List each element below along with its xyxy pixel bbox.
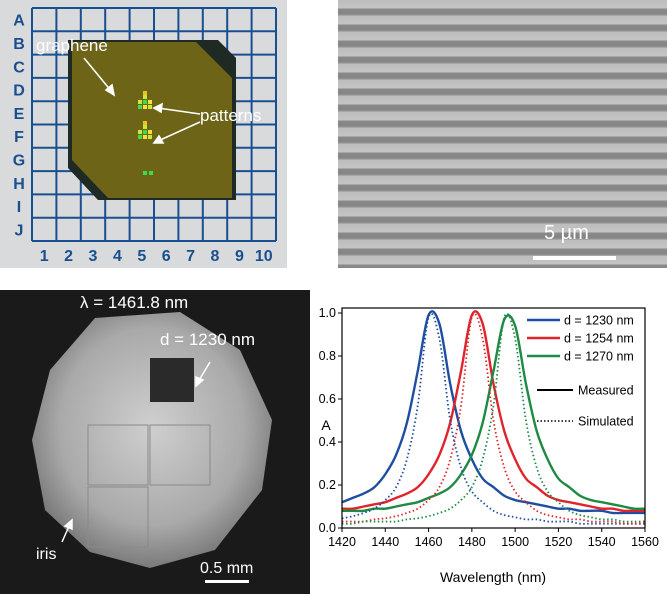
scale-bar-label: 5 µm: [544, 222, 589, 244]
series-line-measured-2: [341, 314, 646, 513]
pattern-cell: [143, 171, 147, 175]
series-line-measured-1: [341, 310, 645, 513]
arrows: [83, 57, 201, 144]
pattern-cell: [143, 135, 147, 139]
scale-bar: [205, 580, 249, 583]
col-label: 4: [113, 248, 122, 265]
y-tick-label: 0.8: [319, 349, 336, 363]
series-line-simulated-5: [341, 312, 645, 525]
x-tick-label: 1460: [415, 535, 443, 549]
pattern-cell: [148, 130, 152, 134]
pattern-cell: [143, 95, 147, 99]
y-tick-label: 1.0: [319, 306, 336, 320]
legend-label: Simulated: [578, 415, 634, 429]
pattern-cell: [148, 105, 152, 109]
scale-bar-label: 0.5 mm: [200, 560, 254, 577]
arrow-head: [104, 83, 116, 97]
x-tick-label: 1500: [501, 535, 529, 549]
y-tick-label: 0.6: [319, 392, 336, 406]
arrow-pattern-2: [157, 121, 201, 142]
legend-label: d = 1254 nm: [564, 332, 634, 346]
scale-bar: [533, 256, 616, 260]
d-label: d = 1230 nm: [160, 330, 255, 349]
x-axis-label: Wavelength (nm): [440, 569, 546, 585]
pattern-cell: [138, 135, 142, 139]
row-label: C: [13, 59, 25, 76]
row-label: H: [13, 176, 25, 193]
patterns: [138, 91, 153, 175]
pattern-cell: [149, 171, 153, 175]
photo-chip-on-grid: A B C D E F G H I J 1 2 3 4 5 6 7 8 9 10 graphene patterns: [0, 0, 287, 268]
pattern-cell: [148, 100, 152, 104]
row-label: J: [15, 222, 24, 239]
plot-frame: [341, 307, 646, 529]
iris-label: iris: [36, 546, 57, 563]
col-label: 9: [235, 248, 244, 265]
pattern-cell: [138, 105, 142, 109]
arrow-pattern-1: [157, 107, 201, 115]
patterns-label: patterns: [200, 106, 262, 125]
y-tick-label: 0.2: [319, 478, 336, 492]
pattern-cell: [143, 125, 147, 129]
col-label: 2: [64, 248, 73, 265]
iris-image: [32, 312, 272, 583]
arrow-graphene: [83, 57, 113, 93]
legend-label: d = 1230 nm: [564, 314, 634, 328]
col-label: 6: [162, 248, 171, 265]
series-line-measured-0: [341, 310, 645, 515]
row-label: G: [13, 152, 25, 169]
graphene-layer: [72, 42, 232, 198]
x-tick-label: 1520: [545, 535, 573, 549]
row-label: A: [13, 13, 25, 30]
x-tick-label: 1420: [328, 535, 356, 549]
arrow-head: [152, 102, 163, 114]
pattern-cell: [138, 100, 142, 104]
row-label: F: [14, 129, 24, 146]
arrow-head: [152, 134, 165, 144]
pattern-squares: [87, 424, 211, 548]
pattern-cell: [143, 130, 147, 134]
y-tick-label: 0.4: [319, 435, 336, 449]
y-axis-label: A: [321, 417, 331, 433]
legend-label: Measured: [578, 384, 634, 398]
sem-grating-image: 5 µm: [338, 0, 667, 268]
col-label: 8: [211, 248, 220, 265]
arrows: [61, 361, 211, 543]
x-tick-label: 1560: [631, 535, 659, 549]
col-label: 3: [89, 248, 98, 265]
y-tick-label: 0.0: [319, 521, 336, 535]
dark-square-resonant: [150, 358, 194, 402]
x-tick-label: 1540: [588, 535, 616, 549]
series-line-simulated-4: [341, 312, 645, 525]
col-label: 5: [137, 248, 146, 265]
row-label: B: [13, 36, 25, 53]
infrared-image: λ = 1461.8 nm d = 1230 nm iris 0.5 mm: [0, 290, 310, 594]
series-line-simulated-3: [341, 312, 645, 525]
pattern-cell: [138, 130, 142, 134]
x-tick-label: 1440: [371, 535, 399, 549]
row-label: D: [13, 83, 25, 100]
col-label: 10: [255, 248, 273, 265]
pattern-cell: [143, 105, 147, 109]
row-label: E: [14, 106, 25, 123]
chip: [68, 40, 236, 200]
iris-aperture: [32, 312, 272, 568]
graphene-label: graphene: [36, 36, 108, 55]
col-label: 1: [40, 248, 49, 265]
x-tick-label: 1480: [458, 535, 486, 549]
pattern-cell: [148, 135, 152, 139]
row-label: I: [17, 199, 21, 216]
wavelength-label: λ = 1461.8 nm: [80, 293, 189, 312]
legend-label: d = 1270 nm: [564, 350, 634, 364]
pattern-cell: [143, 100, 147, 104]
col-label: 7: [186, 248, 195, 265]
